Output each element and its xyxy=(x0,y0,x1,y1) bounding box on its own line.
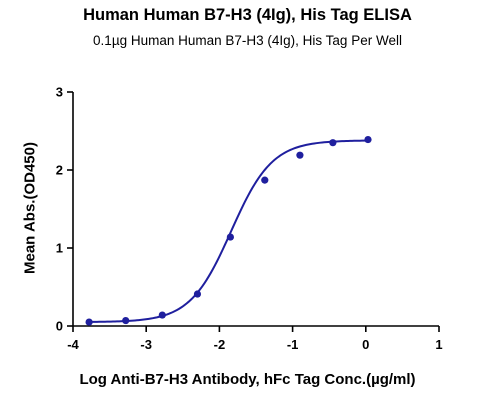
fit-curve xyxy=(89,139,369,323)
data-point xyxy=(158,311,166,319)
data-point xyxy=(296,151,304,159)
y-axis-label: Mean Abs.(OD450) xyxy=(21,142,39,274)
y-tick-label: 0 xyxy=(56,319,63,334)
data-point xyxy=(226,233,234,241)
x-tick-label: -2 xyxy=(214,337,226,352)
data-points xyxy=(85,135,372,326)
data-point xyxy=(329,139,337,147)
fit-curve-layer xyxy=(89,139,369,323)
x-tick-label: -3 xyxy=(140,337,152,352)
x-axis-label: Log Anti-B7-H3 Antibody, hFc Tag Conc.(µ… xyxy=(79,371,416,388)
data-point xyxy=(261,176,269,184)
y-tick-label: 3 xyxy=(56,85,63,100)
axes: 0 1 2 3 -4 -3 -2 -1 0 1 xyxy=(56,85,443,353)
chart-title: Human Human B7-H3 (4Ig), His Tag ELISA xyxy=(83,6,412,24)
y-tick-label: 1 xyxy=(56,241,63,256)
x-tick-label: 1 xyxy=(435,337,442,352)
data-point xyxy=(193,290,202,298)
y-tick-label: 2 xyxy=(56,163,63,178)
chart-subtitle: 0.1µg Human Human B7-H3 (4Ig), His Tag P… xyxy=(93,33,402,48)
data-point xyxy=(122,316,130,325)
data-point xyxy=(364,135,372,144)
data-point xyxy=(85,318,93,326)
x-tick-label: 0 xyxy=(362,337,369,352)
x-tick-label: -4 xyxy=(67,337,79,352)
x-tick-label: -1 xyxy=(287,337,299,352)
